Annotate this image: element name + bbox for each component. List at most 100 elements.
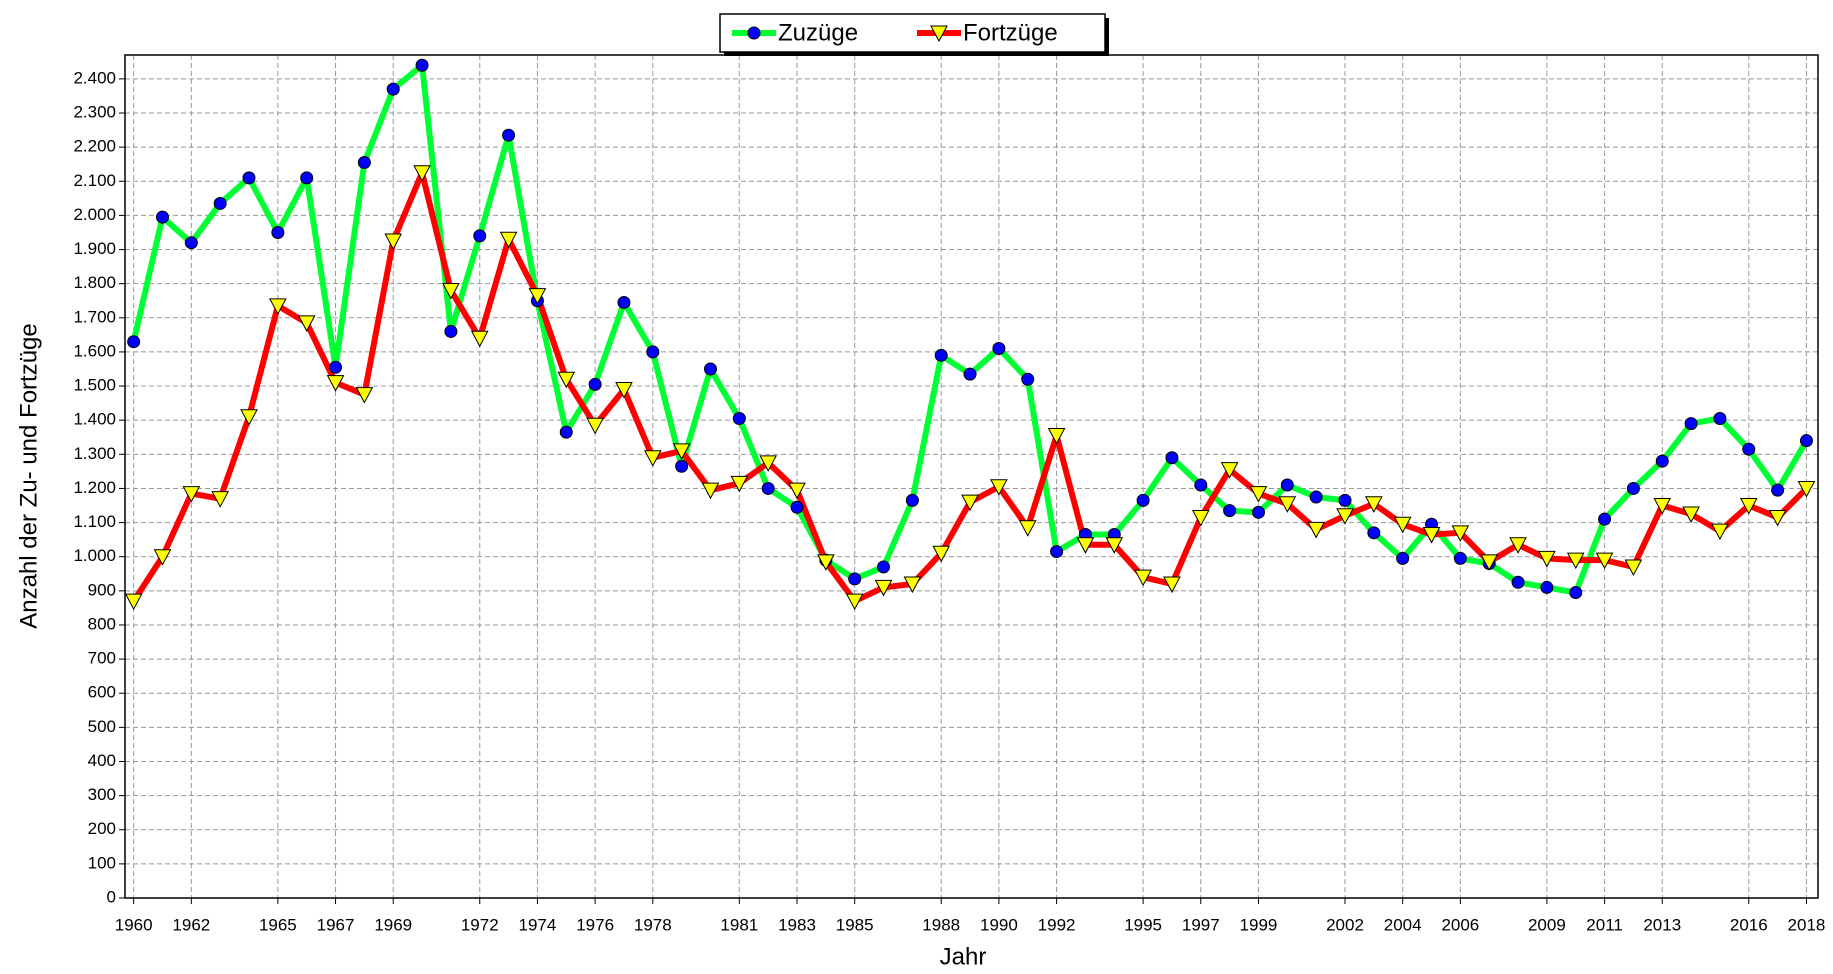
point xyxy=(1768,509,1787,527)
point xyxy=(153,549,172,566)
point xyxy=(848,572,862,586)
point xyxy=(1799,434,1813,448)
y-tick-label: 600 xyxy=(88,683,116,702)
point xyxy=(1540,580,1554,594)
legend-marker xyxy=(930,25,948,43)
point xyxy=(586,417,604,435)
point xyxy=(932,545,951,563)
y-tick-label: 0 xyxy=(107,887,116,906)
point xyxy=(1626,481,1640,495)
point xyxy=(703,362,717,376)
y-tick-label: 1.700 xyxy=(73,307,116,326)
point xyxy=(963,367,977,381)
x-tick-label: 2016 xyxy=(1730,915,1768,934)
point xyxy=(127,335,141,349)
y-tick-label: 2.200 xyxy=(73,137,116,156)
y-tick-label: 2.000 xyxy=(73,205,116,224)
x-tick-label: 1983 xyxy=(778,915,816,934)
point xyxy=(502,128,516,142)
point xyxy=(1280,478,1294,492)
point xyxy=(559,425,573,439)
point xyxy=(1220,462,1239,479)
point xyxy=(845,593,864,611)
point xyxy=(300,171,314,185)
point xyxy=(817,554,835,571)
point xyxy=(790,500,804,514)
point xyxy=(1047,428,1066,445)
point xyxy=(1018,520,1037,537)
y-tick-label: 2.100 xyxy=(73,171,116,190)
point xyxy=(184,236,198,250)
point xyxy=(1569,586,1583,600)
y-tick-label: 1.500 xyxy=(73,376,116,395)
point xyxy=(675,459,689,473)
point xyxy=(1684,417,1698,431)
point xyxy=(211,491,230,508)
point xyxy=(1223,504,1237,518)
y-tick-label: 800 xyxy=(88,614,116,633)
point xyxy=(1365,496,1383,513)
point xyxy=(182,486,201,503)
point xyxy=(557,371,576,389)
y-tick-label: 1.600 xyxy=(73,341,116,360)
point xyxy=(1509,537,1527,554)
x-tick-label: 1997 xyxy=(1182,915,1220,934)
x-tick-label: 1999 xyxy=(1240,915,1278,934)
point xyxy=(124,593,143,611)
x-tick-label: 1967 xyxy=(317,915,355,934)
x-tick-label: 1965 xyxy=(259,915,297,934)
point xyxy=(271,225,285,239)
point xyxy=(1163,576,1181,594)
point xyxy=(990,479,1008,496)
y-tick-label: 200 xyxy=(88,819,116,838)
point xyxy=(732,411,746,425)
y-tick-label: 2.400 xyxy=(73,68,116,87)
point xyxy=(643,450,662,467)
x-tick-label: 1976 xyxy=(576,915,614,934)
y-tick-label: 2.300 xyxy=(73,103,116,122)
y-tick-label: 900 xyxy=(88,580,116,599)
x-tick-label: 2004 xyxy=(1384,915,1422,934)
point xyxy=(415,58,429,72)
plot-area xyxy=(125,55,1818,898)
point xyxy=(1655,454,1669,468)
point xyxy=(242,171,256,185)
point xyxy=(1191,509,1210,527)
point xyxy=(1713,411,1727,425)
point xyxy=(1595,552,1614,570)
y-tick-label: 1.800 xyxy=(73,273,116,292)
point xyxy=(470,330,489,348)
point xyxy=(992,342,1006,356)
point xyxy=(326,375,345,392)
point xyxy=(788,482,806,500)
point xyxy=(1653,498,1672,515)
y-tick-label: 100 xyxy=(88,853,116,872)
point xyxy=(413,165,431,182)
point xyxy=(1453,551,1467,565)
point xyxy=(1566,552,1585,570)
point xyxy=(1742,442,1756,456)
point xyxy=(329,360,343,374)
y-tick-label: 1.300 xyxy=(73,444,116,463)
x-tick-label: 1988 xyxy=(922,915,960,934)
y-tick-label: 1.200 xyxy=(73,478,116,497)
point xyxy=(1278,496,1297,513)
point xyxy=(269,298,287,315)
point xyxy=(761,481,775,495)
x-tick-label: 2013 xyxy=(1643,915,1681,934)
point xyxy=(1797,480,1816,498)
point xyxy=(1367,526,1381,540)
point xyxy=(528,288,547,305)
x-tick-label: 1995 xyxy=(1124,915,1162,934)
point xyxy=(1134,569,1152,587)
point xyxy=(1251,505,1265,519)
point xyxy=(1194,478,1208,492)
x-tick-label: 2011 xyxy=(1586,915,1623,934)
point xyxy=(1336,508,1354,525)
point xyxy=(1511,575,1525,589)
series-markers xyxy=(127,58,1813,600)
point xyxy=(1480,554,1499,571)
legend-marker xyxy=(747,26,761,40)
y-axis-title: Anzahl der Zu- und Fortzüge xyxy=(15,323,42,629)
point xyxy=(155,210,169,224)
